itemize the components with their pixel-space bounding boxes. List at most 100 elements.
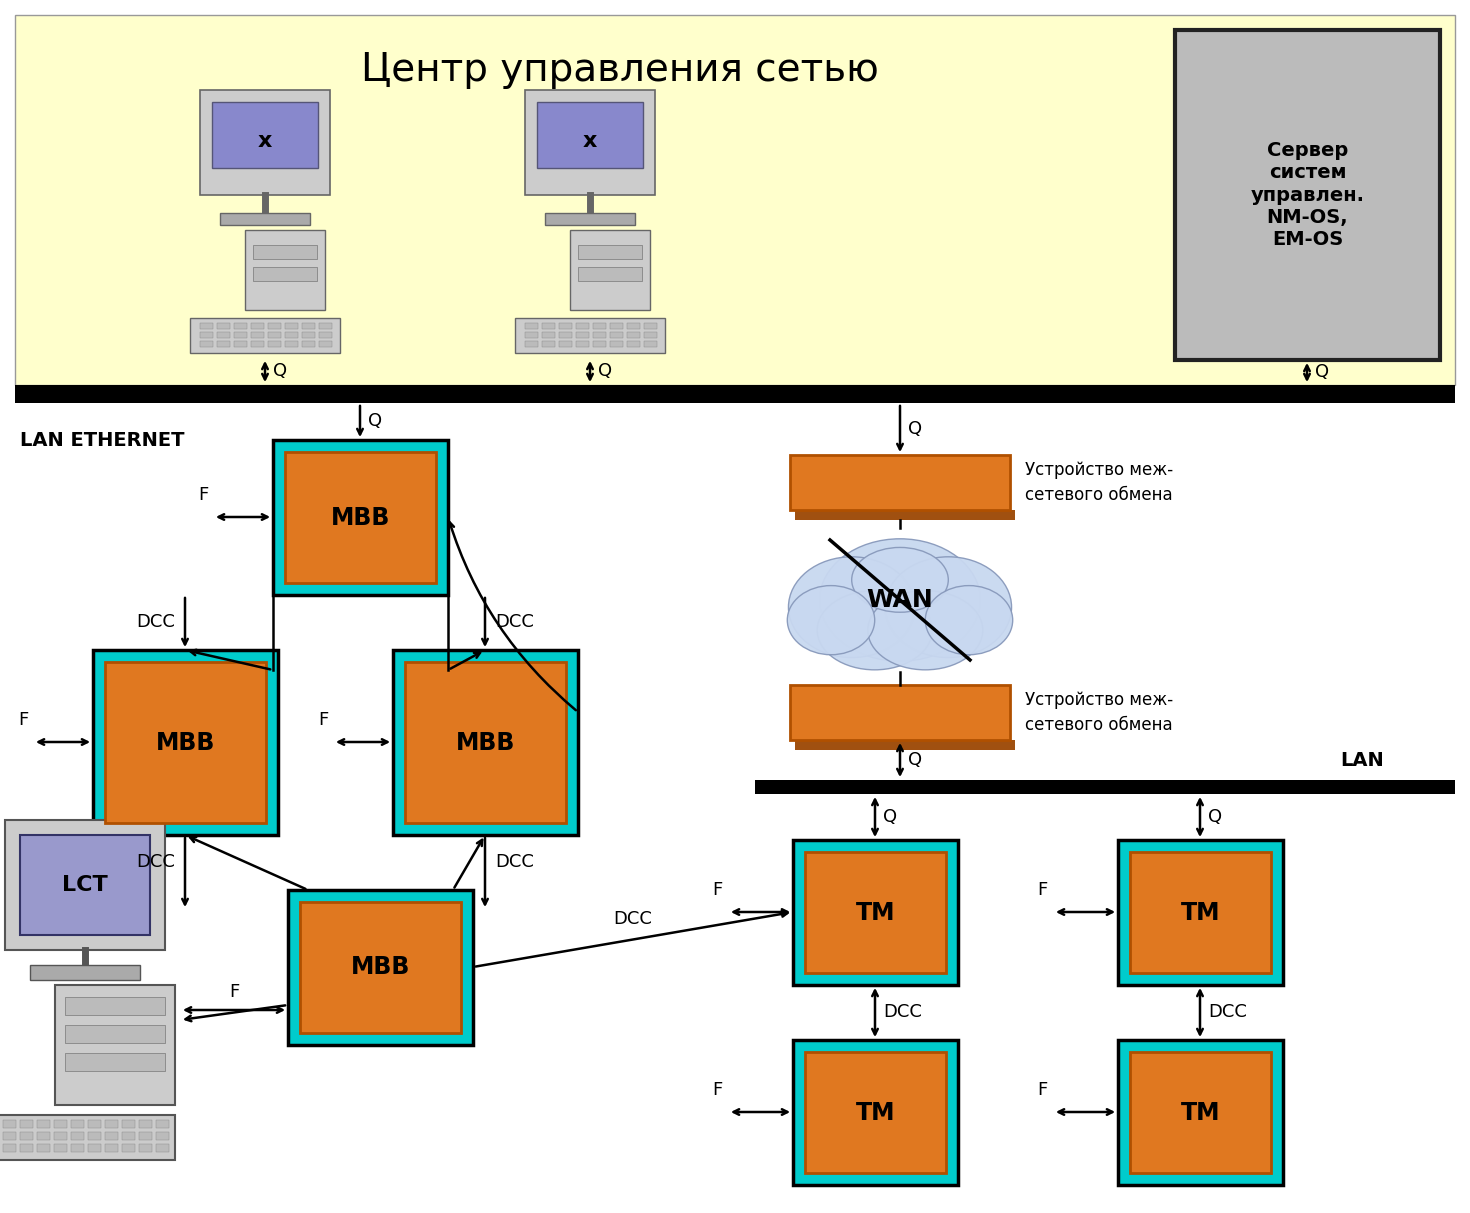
Text: LAN ETHERNET: LAN ETHERNET xyxy=(21,431,185,450)
FancyBboxPatch shape xyxy=(628,332,639,338)
FancyBboxPatch shape xyxy=(319,323,332,329)
FancyBboxPatch shape xyxy=(156,1132,169,1140)
FancyBboxPatch shape xyxy=(592,323,606,329)
FancyBboxPatch shape xyxy=(54,1132,68,1140)
FancyBboxPatch shape xyxy=(65,997,165,1015)
FancyBboxPatch shape xyxy=(104,1120,118,1128)
Text: LCT: LCT xyxy=(62,875,107,895)
FancyBboxPatch shape xyxy=(71,1120,84,1128)
FancyBboxPatch shape xyxy=(806,852,947,973)
FancyBboxPatch shape xyxy=(122,1132,135,1140)
FancyBboxPatch shape xyxy=(21,835,150,935)
Text: DCC: DCC xyxy=(495,613,534,631)
Text: F: F xyxy=(713,881,723,899)
FancyBboxPatch shape xyxy=(806,1052,947,1173)
FancyBboxPatch shape xyxy=(200,332,213,338)
FancyBboxPatch shape xyxy=(795,740,1014,750)
Text: МВВ: МВВ xyxy=(351,956,410,980)
FancyBboxPatch shape xyxy=(37,1120,50,1128)
FancyBboxPatch shape xyxy=(1130,852,1272,973)
FancyBboxPatch shape xyxy=(4,820,165,950)
FancyBboxPatch shape xyxy=(268,341,281,347)
FancyBboxPatch shape xyxy=(234,323,247,329)
FancyBboxPatch shape xyxy=(285,323,298,329)
FancyBboxPatch shape xyxy=(537,102,642,167)
FancyBboxPatch shape xyxy=(218,341,229,347)
FancyBboxPatch shape xyxy=(218,323,229,329)
FancyBboxPatch shape xyxy=(140,1144,151,1152)
FancyBboxPatch shape xyxy=(3,1120,16,1128)
FancyBboxPatch shape xyxy=(592,332,606,338)
Text: F: F xyxy=(713,1081,723,1099)
Text: Q: Q xyxy=(273,361,287,380)
FancyBboxPatch shape xyxy=(525,90,656,195)
FancyBboxPatch shape xyxy=(54,1144,68,1152)
FancyBboxPatch shape xyxy=(285,332,298,338)
Ellipse shape xyxy=(885,557,1011,657)
FancyBboxPatch shape xyxy=(576,332,589,338)
Ellipse shape xyxy=(867,591,983,670)
Text: F: F xyxy=(1038,881,1048,899)
FancyBboxPatch shape xyxy=(301,332,315,338)
FancyBboxPatch shape xyxy=(251,341,265,347)
FancyBboxPatch shape xyxy=(592,341,606,347)
FancyBboxPatch shape xyxy=(542,341,556,347)
Text: F: F xyxy=(198,486,207,503)
FancyBboxPatch shape xyxy=(576,323,589,329)
FancyBboxPatch shape xyxy=(644,323,657,329)
FancyBboxPatch shape xyxy=(1119,839,1283,985)
FancyBboxPatch shape xyxy=(319,341,332,347)
FancyBboxPatch shape xyxy=(218,332,229,338)
FancyBboxPatch shape xyxy=(789,455,1010,509)
Text: МВВ: МВВ xyxy=(156,730,215,754)
FancyBboxPatch shape xyxy=(514,318,664,353)
FancyBboxPatch shape xyxy=(212,102,318,167)
Ellipse shape xyxy=(819,539,980,661)
FancyBboxPatch shape xyxy=(71,1132,84,1140)
Text: Q: Q xyxy=(883,808,897,826)
FancyBboxPatch shape xyxy=(610,332,623,338)
Text: LAN: LAN xyxy=(1341,751,1383,769)
FancyBboxPatch shape xyxy=(268,323,281,329)
Text: x: x xyxy=(582,131,597,150)
Text: сетевого обмена: сетевого обмена xyxy=(1025,716,1173,734)
FancyBboxPatch shape xyxy=(21,1144,32,1152)
FancyBboxPatch shape xyxy=(245,230,325,311)
FancyBboxPatch shape xyxy=(795,509,1014,520)
FancyBboxPatch shape xyxy=(406,662,566,822)
Text: МВВ: МВВ xyxy=(331,506,390,530)
Ellipse shape xyxy=(851,547,948,613)
FancyBboxPatch shape xyxy=(1175,30,1441,360)
FancyBboxPatch shape xyxy=(542,332,556,338)
FancyBboxPatch shape xyxy=(578,245,642,260)
FancyBboxPatch shape xyxy=(200,323,213,329)
FancyBboxPatch shape xyxy=(610,341,623,347)
FancyBboxPatch shape xyxy=(644,341,657,347)
Text: DCC: DCC xyxy=(137,853,175,871)
FancyBboxPatch shape xyxy=(789,685,1010,740)
Text: DCC: DCC xyxy=(1208,1003,1247,1021)
Text: сетевого обмена: сетевого обмена xyxy=(1025,486,1173,503)
Text: F: F xyxy=(18,711,28,729)
FancyBboxPatch shape xyxy=(104,1132,118,1140)
FancyBboxPatch shape xyxy=(140,1120,151,1128)
FancyBboxPatch shape xyxy=(525,332,538,338)
Text: WAN: WAN xyxy=(867,588,933,613)
FancyBboxPatch shape xyxy=(0,1115,175,1160)
Text: ТМ: ТМ xyxy=(856,900,895,924)
Ellipse shape xyxy=(788,586,875,655)
FancyBboxPatch shape xyxy=(65,1025,165,1043)
FancyBboxPatch shape xyxy=(545,213,635,224)
FancyBboxPatch shape xyxy=(610,323,623,329)
FancyBboxPatch shape xyxy=(37,1132,50,1140)
Text: Устройство меж-: Устройство меж- xyxy=(1025,461,1173,479)
Text: Q: Q xyxy=(1316,363,1329,381)
Text: F: F xyxy=(229,983,240,1001)
FancyBboxPatch shape xyxy=(220,213,310,224)
FancyBboxPatch shape xyxy=(559,341,572,347)
Text: Q: Q xyxy=(1208,808,1222,826)
Text: Центр управления сетью: Центр управления сетью xyxy=(362,51,879,89)
Text: Устройство меж-: Устройство меж- xyxy=(1025,691,1173,710)
FancyBboxPatch shape xyxy=(37,1144,50,1152)
Text: Q: Q xyxy=(908,420,922,438)
